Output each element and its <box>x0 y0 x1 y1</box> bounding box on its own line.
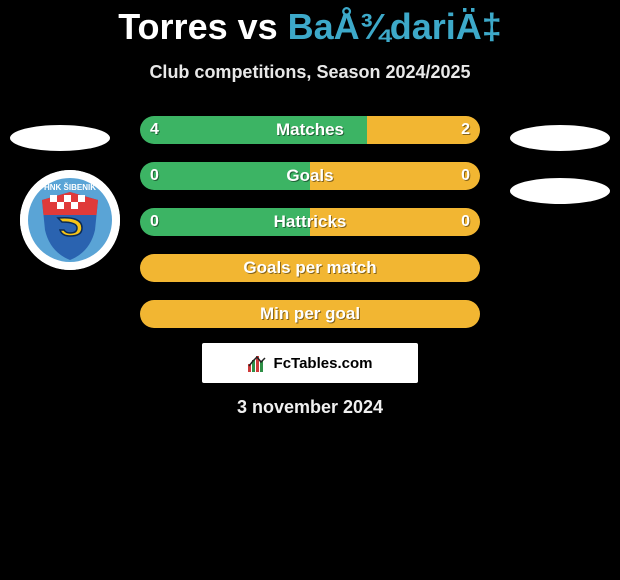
page-title: Torres vs BaÅ¾dariÄ‡ <box>0 6 620 48</box>
stat-value-left: 4 <box>150 116 159 144</box>
fctables-icon <box>248 354 270 372</box>
stat-value-right: 2 <box>461 116 470 144</box>
stat-value-left: 0 <box>150 162 159 190</box>
vs-separator: vs <box>228 6 288 47</box>
stat-bar <box>140 254 480 282</box>
stat-bar <box>140 208 480 236</box>
branding-box[interactable]: FcTables.com <box>202 343 418 383</box>
stat-bar-right <box>140 300 480 328</box>
stat-value-left: 0 <box>150 208 159 236</box>
stat-row: Matches42 <box>0 107 620 153</box>
stat-bar <box>140 162 480 190</box>
branding-text: FcTables.com <box>274 355 373 372</box>
subtitle: Club competitions, Season 2024/2025 <box>0 62 620 83</box>
stat-bar-left <box>140 208 310 236</box>
player2-name: BaÅ¾dariÄ‡ <box>288 6 502 47</box>
stat-row: Hattricks00 <box>0 199 620 245</box>
stat-row: Min per goal <box>0 291 620 337</box>
stat-bar-left <box>140 162 310 190</box>
date: 3 november 2024 <box>0 397 620 418</box>
stat-value-right: 0 <box>461 162 470 190</box>
stat-value-right: 0 <box>461 208 470 236</box>
stat-row: Goals per match <box>0 245 620 291</box>
stat-bar-right <box>310 208 480 236</box>
fctables-logo: FcTables.com <box>248 354 373 372</box>
stat-row: Goals00 <box>0 153 620 199</box>
stat-bar-right <box>140 254 480 282</box>
player1-name: Torres <box>118 6 227 47</box>
stat-bar <box>140 116 480 144</box>
stat-bar-left <box>140 116 367 144</box>
stat-bar-right <box>310 162 480 190</box>
stat-bar <box>140 300 480 328</box>
